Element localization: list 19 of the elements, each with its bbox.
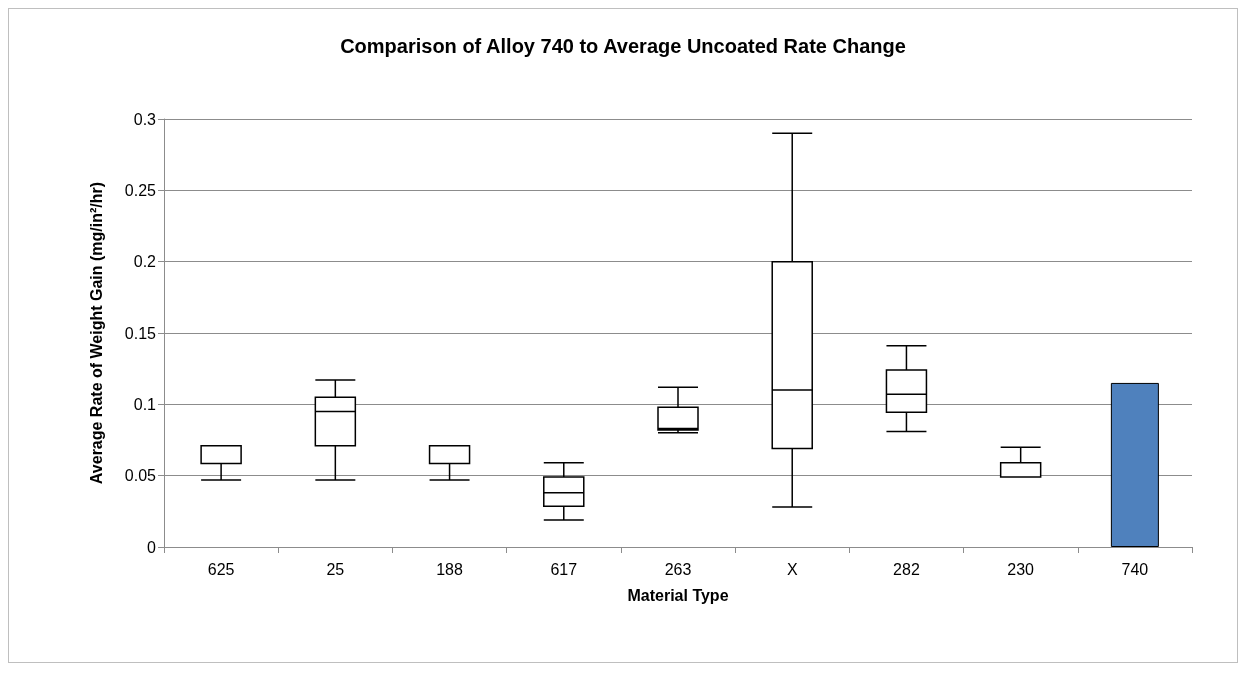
x-tick-label: 25	[326, 560, 345, 578]
y-tick-label: 0	[147, 538, 157, 556]
y-tick-label: 0.05	[124, 467, 157, 485]
x-tick-label: 188	[436, 560, 463, 578]
y-axis-title: Average Rate of Weight Gain (mg/in²/hr)	[87, 181, 105, 485]
y-tick-label: 0.15	[124, 324, 157, 342]
x-tick-label: X	[786, 560, 798, 578]
y-tick-label: 0.2	[133, 253, 157, 271]
y-tick-label: 0.1	[133, 395, 157, 413]
x-tick-label: 282	[893, 560, 920, 578]
x-tick-label: 740	[1121, 560, 1149, 578]
x-tick-label: 263	[664, 560, 692, 578]
y-tick-label: 0.3	[133, 110, 157, 128]
x-tick-label: 617	[550, 560, 578, 578]
x-tick-label: 230	[1007, 560, 1035, 578]
x-tick-label: 625	[207, 560, 235, 578]
y-tick-label: 0.25	[124, 181, 157, 199]
x-axis-title: Material Type	[627, 586, 729, 604]
chart-title: Comparison of Alloy 740 to Average Uncoated Rate Change	[340, 35, 906, 57]
